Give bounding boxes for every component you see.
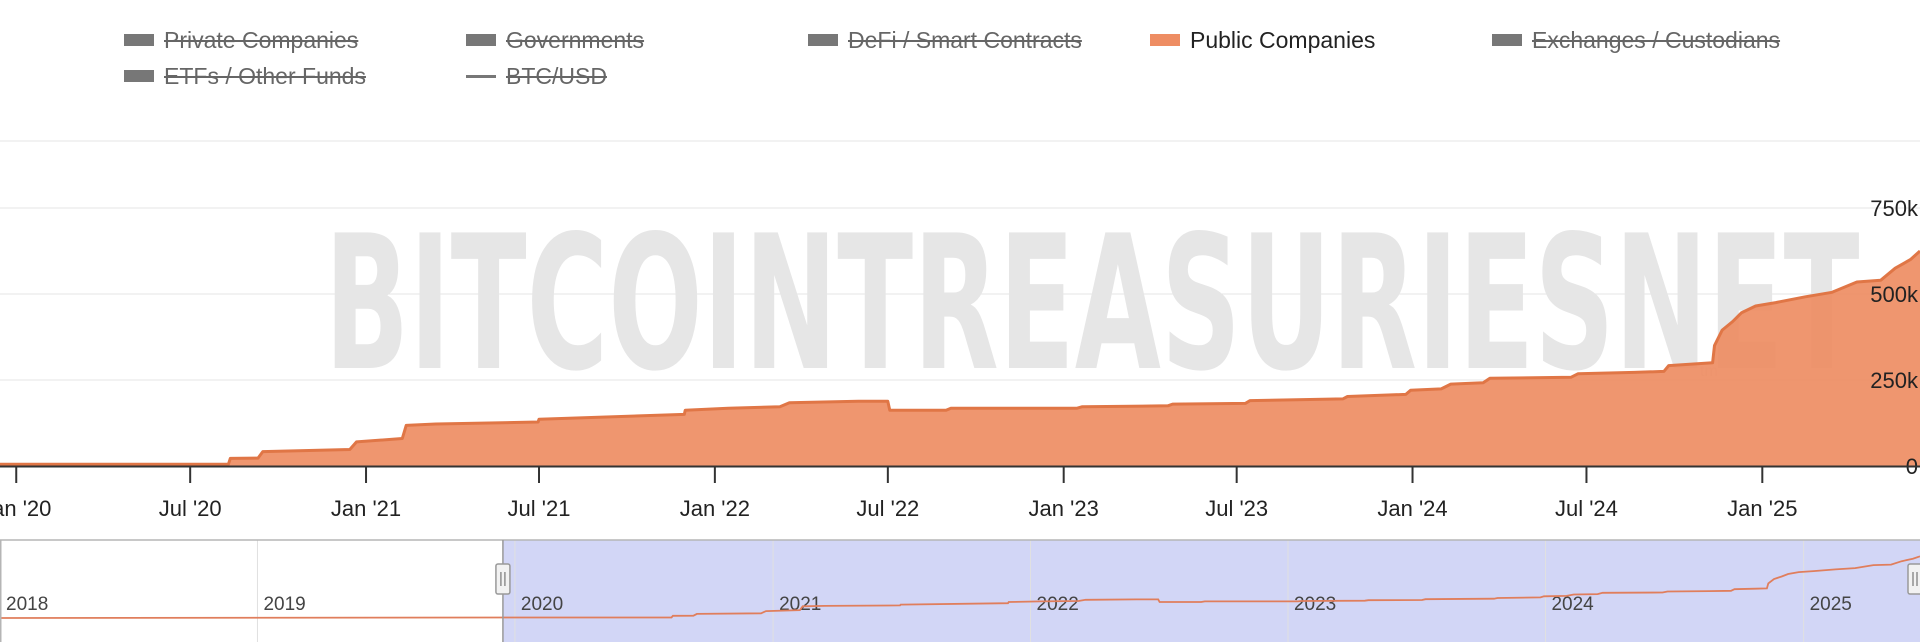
legend-swatch [1492, 34, 1522, 46]
navigator-year-label: 2025 [1810, 594, 1852, 615]
legend-item-etfs-other-funds[interactable]: ETFs / Other Funds [124, 63, 366, 89]
legend-label: Public Companies [1190, 26, 1376, 53]
navigator-year-label: 2022 [1037, 594, 1079, 615]
legend-item-private-companies[interactable]: Private Companies [124, 27, 358, 53]
x-tick-label: Jan '20 [0, 496, 51, 521]
handle-body[interactable] [1907, 563, 1920, 595]
legend-item-public-companies[interactable]: Public Companies [1150, 27, 1375, 53]
handle-body[interactable] [495, 563, 511, 595]
navigator[interactable]: 2018 2019 2020 2021 2022 2023 2024 2025 [0, 539, 1920, 642]
series-area-public-companies [0, 251, 1920, 466]
legend-swatch [808, 34, 838, 46]
x-tick-label: Jan '21 [331, 496, 401, 521]
legend-swatch [1150, 34, 1180, 46]
legend-swatch [466, 74, 496, 78]
legend-label: Governments [506, 26, 645, 53]
x-tick-label: Jul '21 [508, 496, 571, 521]
x-axis: Jan '20 Jul '20 Jan '21 Jul '21 Jan '22 Jul '… [0, 465, 1920, 521]
navigator-year-label: 2018 [6, 594, 48, 615]
legend-swatch [124, 70, 154, 82]
y-tick-label: 750k [1870, 196, 1919, 221]
navigator-year-label: 2023 [1294, 594, 1336, 615]
chart-legend: Private Companies Governments DeFi / Smart… [0, 0, 1920, 120]
legend-label: BTC/USD [506, 62, 607, 89]
navigator-series-line [0, 555, 1920, 619]
x-tick-label: Jan '23 [1029, 496, 1099, 521]
x-tick-label: Jul '24 [1555, 496, 1618, 521]
x-tick-label: Jan '22 [680, 496, 750, 521]
legend-label: ETFs / Other Funds [164, 62, 366, 89]
legend-label: DeFi / Smart Contracts [848, 26, 1082, 53]
legend-swatch [466, 34, 496, 46]
legend-swatch [124, 34, 154, 46]
navigator-year-label: 2020 [521, 594, 563, 615]
navigator-year-label: 2021 [779, 594, 821, 615]
legend-item-governments[interactable]: Governments [466, 27, 644, 53]
x-tick-label: Jul '22 [856, 496, 919, 521]
series-line-public-companies [0, 249, 1920, 466]
y-tick-label: 250k [1870, 368, 1919, 393]
legend-label: Exchanges / Custodians [1532, 26, 1781, 53]
legend-item-btc-usd[interactable]: BTC/USD [466, 63, 607, 89]
legend-label: Private Companies [164, 26, 359, 53]
x-tick-label: Jan '25 [1727, 496, 1797, 521]
navigator-year-label: 2024 [1551, 594, 1594, 615]
legend-item-defi-smart-contracts[interactable]: DeFi / Smart Contracts [808, 27, 1082, 53]
x-tick-label: Jul '23 [1205, 496, 1268, 521]
legend-item-exchanges-custodians[interactable]: Exchanges / Custodians [1492, 27, 1780, 53]
y-tick-label: 500k [1870, 282, 1919, 307]
navigator-year-label: 2019 [263, 594, 305, 615]
navigator-right-handle[interactable] [1907, 563, 1920, 595]
series-layer [0, 249, 1920, 466]
x-tick-label: Jan '24 [1377, 496, 1447, 521]
x-tick-label: Jul '20 [159, 496, 222, 521]
navigator-left-handle[interactable] [495, 563, 511, 595]
